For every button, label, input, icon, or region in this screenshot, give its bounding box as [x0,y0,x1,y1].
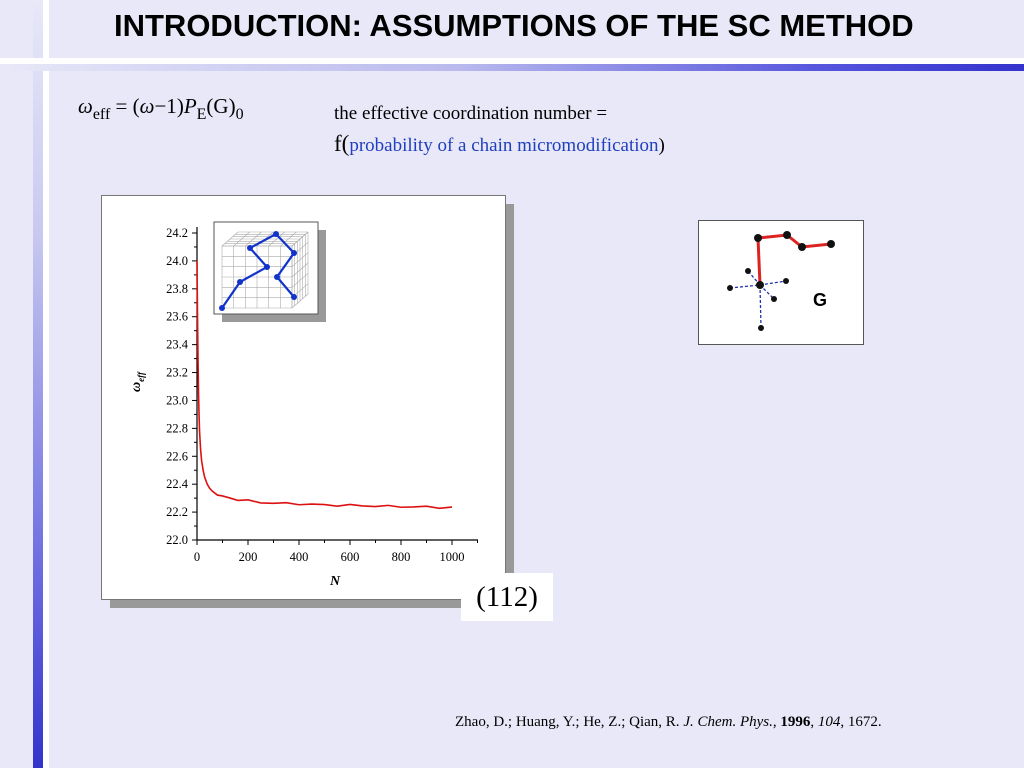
equation-number: (112) [461,573,553,621]
left-accent-bar [33,0,43,768]
citation-volume: 104 [817,714,841,730]
y-tick-label: 22.4 [166,477,189,491]
micromodification-diagram: G [698,220,864,345]
formula-minus-one: −1 [154,94,177,118]
lattice-inset [213,221,326,322]
lattice-line [280,231,297,247]
formula-e: E [196,106,207,123]
formula-open-paren: ( [132,94,140,118]
description-f: f( [334,131,350,156]
diagram-label: G [813,290,827,310]
y-axis-label-sub: eff [136,371,146,382]
x-tick-label: 400 [290,550,309,564]
formula-omega2: ω [139,94,155,118]
lattice-line [291,293,309,309]
formula-p: P [183,94,197,118]
y-axis-label: ωeff [129,371,146,392]
y-tick-label: 22.6 [166,449,188,463]
citation-sep1: , [772,714,781,730]
x-tick-label: 600 [341,550,360,564]
inset-chain-bead [291,294,297,300]
atom [745,268,751,274]
formula-close-paren: ) [176,94,184,118]
inset-chain [219,231,297,311]
x-tick-label: 1000 [440,550,465,564]
y-tick-label: 22.2 [166,505,188,519]
left-white-bar [43,0,49,768]
citation: Zhao, D.; Huang, Y.; He, Z.; Qian, R. J.… [455,714,882,731]
atom [771,296,777,302]
atom-center [756,281,764,289]
omega-eff-chart: 22.0 22.2 22.4 22.6 22.8 23.0 23.2 23.4 23.6 23.8… [129,221,478,589]
inset-chain-line [221,232,296,309]
citation-journal: J. Chem. Phys. [683,714,773,730]
lattice-line [291,231,309,247]
formula: ωeff = (ω−1)PE(G)0 [78,94,244,123]
y-tick-label: 22.8 [166,421,188,435]
y-tick-label: 23.2 [166,366,188,380]
formula-g: (G) [206,94,236,118]
description-close: ) [658,135,665,156]
slide-title: INTRODUCTION: ASSUMPTIONS OF THE SC METH… [114,8,914,43]
atom [727,285,733,291]
x-tick-label: 0 [194,550,200,564]
citation-sep2: , [810,714,818,730]
y-tick-label: 22.0 [166,533,188,547]
red-chain [756,233,832,286]
y-axis-label-main: ω [129,382,144,392]
y-tick-label: 24.0 [166,254,188,268]
atom [783,231,791,239]
inset-chain-bead [291,250,297,256]
description-line2: f(probability of a chain micromodificati… [334,131,665,157]
y-tick-label: 23.4 [166,338,189,352]
citation-pages: , 1672. [840,714,882,730]
atoms [727,231,835,331]
inset-chain-bead [219,305,225,311]
bond-left [729,284,761,289]
atom [758,325,764,331]
x-tick-label: 800 [392,550,411,564]
inset-chain-bead [237,279,243,285]
y-tick-label: 24.2 [166,226,188,240]
top-accent-bar [0,64,1024,71]
bond-right [759,280,787,286]
formula-omega: ω [78,94,93,118]
series-line-omega-eff [196,260,453,510]
bond-down-right [759,284,775,300]
chart-panel: 22.0 22.2 22.4 22.6 22.8 23.0 23.2 23.4 23.6 23.8… [101,195,506,600]
x-tick-label: 200 [239,550,258,564]
description-line1: the effective coordination number = [334,103,608,124]
citation-authors: Zhao, D.; Huang, Y.; He, Z.; Qian, R. [455,714,684,730]
bond-up [747,270,761,286]
x-axis-label: N [329,574,341,589]
atom [783,278,789,284]
y-tick-label: 23.6 [166,310,188,324]
formula-equals: = [115,94,128,118]
description-probability: probability of a chain micromodification [349,135,659,156]
atom [827,240,835,248]
chart-axes: 22.0 22.2 22.4 22.6 22.8 23.0 23.2 23.4 23.6 23.8… [166,226,478,564]
inset-chain-bead [273,231,279,237]
y-tick-label: 23.0 [166,393,188,407]
citation-year: 1996 [780,714,811,730]
atom [798,243,806,251]
inset-chain-bead [247,245,253,251]
inset-chain-bead [264,264,270,270]
top-white-bar [0,58,1024,64]
atom [754,234,762,242]
bond-down [759,284,762,329]
formula-eff: eff [92,106,111,123]
inset-chain-bead [274,274,280,280]
blue-bonds [729,270,787,329]
micromodification-svg: G [727,231,835,331]
formula-zero: 0 [235,106,244,123]
y-tick-label: 23.8 [166,282,188,296]
